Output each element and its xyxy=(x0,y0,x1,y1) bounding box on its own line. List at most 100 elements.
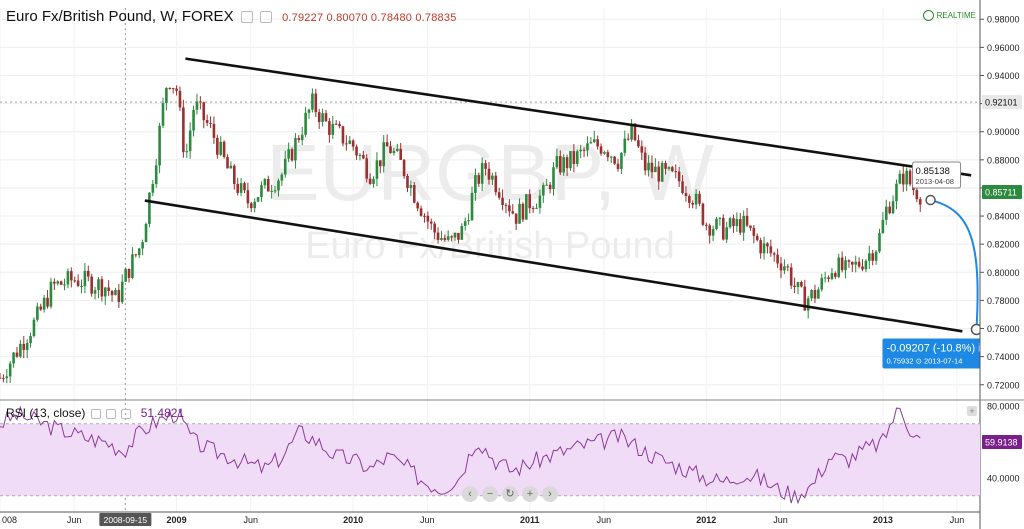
time-tick-label: 2011 xyxy=(520,515,540,525)
candle-body xyxy=(134,254,138,256)
price-tick-label: 0.96000 xyxy=(987,43,1020,53)
candle-body xyxy=(657,166,661,182)
realtime-badge: REALTIME xyxy=(922,10,976,21)
candle-body xyxy=(76,280,80,287)
candle-body xyxy=(358,155,362,157)
candle-body xyxy=(477,175,481,184)
realtime-label: REALTIME xyxy=(936,11,976,20)
candle-body xyxy=(789,267,793,286)
projection-delta: -0.09207 (-10.8%) in 98d xyxy=(886,342,1008,354)
candle-body xyxy=(470,192,474,221)
candle-body xyxy=(243,183,246,191)
candle-body xyxy=(110,290,114,296)
candle-body xyxy=(480,163,484,184)
candle-body xyxy=(830,273,834,280)
rsi-tick-label: 40.0000 xyxy=(987,473,1020,483)
candle-body xyxy=(633,123,637,141)
candle-body xyxy=(59,281,63,285)
rsi-panel: 80.0000 40.0000 59.9138 xyxy=(0,399,1024,505)
candle-body xyxy=(46,297,49,307)
rsi-label: RSI (13, close) xyxy=(6,406,86,420)
candle-body xyxy=(328,121,331,135)
candle-body xyxy=(494,175,498,193)
candle-body xyxy=(857,261,861,267)
candle-body xyxy=(253,201,256,209)
candle-body xyxy=(888,206,891,214)
reset-icon[interactable]: ↻ xyxy=(502,486,518,502)
candle-body xyxy=(379,160,382,167)
candle-body xyxy=(742,215,745,233)
candle-body xyxy=(90,276,93,294)
candle-body xyxy=(565,157,569,169)
candle-body xyxy=(12,352,15,364)
candle-body xyxy=(382,142,386,167)
crosshair-price-label: 0.92101 xyxy=(985,98,1018,108)
scroll-left-icon[interactable]: ‹ xyxy=(462,486,478,502)
scroll-right-icon[interactable]: › xyxy=(542,486,558,502)
candle-body xyxy=(497,192,501,198)
rsi-settings-icon[interactable] xyxy=(90,408,101,419)
zoom-in-icon[interactable]: + xyxy=(522,486,538,502)
candle-body xyxy=(840,257,844,271)
point-tooltip-date: 2013-04-08 xyxy=(916,177,954,186)
candle-body xyxy=(338,124,341,127)
candle-body xyxy=(233,165,236,184)
rsi-remove-icon[interactable] xyxy=(121,408,132,419)
candle-body xyxy=(192,109,195,131)
symbol-title: Euro Fx/British Pound, W, FOREX xyxy=(6,8,234,25)
candle-body xyxy=(297,138,301,140)
candle-body xyxy=(256,197,260,202)
rsi-hide-icon[interactable] xyxy=(106,408,117,419)
hide-icon[interactable] xyxy=(259,11,272,24)
candle-body xyxy=(260,185,263,198)
candle-body xyxy=(688,196,691,203)
price-tick-label: 0.72000 xyxy=(987,380,1020,390)
candle-body xyxy=(151,184,155,193)
candle-body xyxy=(93,290,97,294)
chart-nav-buttons: ‹ − ↻ + › xyxy=(462,486,558,502)
candle-body xyxy=(881,219,885,234)
candle-body xyxy=(620,152,623,169)
candle-body xyxy=(195,101,199,110)
rsi-band xyxy=(0,423,980,496)
candle-body xyxy=(389,146,392,154)
candle-body xyxy=(2,377,5,379)
zoom-out-icon[interactable]: − xyxy=(482,486,498,502)
candle-body xyxy=(409,184,413,188)
candle-body xyxy=(491,175,494,180)
candle-body xyxy=(711,229,715,236)
candle-body xyxy=(552,167,555,190)
candle-body xyxy=(426,215,430,222)
expand-pane-icon[interactable]: + xyxy=(967,406,977,416)
candle-body xyxy=(19,343,22,357)
price-tick-label: 0.90000 xyxy=(987,127,1020,137)
candle-body xyxy=(311,93,314,110)
watermark-name: Euro Fx/British Pound xyxy=(305,225,675,267)
candle-body xyxy=(5,376,9,379)
candle-body xyxy=(599,146,603,154)
candle-body xyxy=(362,155,365,159)
candle-body xyxy=(528,194,532,209)
candle-body xyxy=(542,185,545,196)
price-tick-label: 0.84000 xyxy=(987,212,1020,222)
clock-icon xyxy=(922,10,934,21)
settings-icon[interactable] xyxy=(240,11,253,24)
time-tick-label: Jun xyxy=(773,515,788,525)
candle-body xyxy=(548,184,552,190)
candle-body xyxy=(402,159,406,176)
candle-body xyxy=(637,140,640,147)
point-tooltip-box xyxy=(912,161,962,189)
candle-body xyxy=(626,138,630,140)
candle-body xyxy=(660,163,664,182)
candle-body xyxy=(514,213,518,224)
candle-body xyxy=(820,277,824,290)
candle-body xyxy=(905,170,908,185)
candle-body xyxy=(158,125,161,166)
candle-body xyxy=(450,236,453,238)
symbol-header: Euro Fx/British Pound, W, FOREX 0.79227 … xyxy=(6,8,457,25)
candle-body xyxy=(701,203,705,225)
candle-body xyxy=(70,271,73,281)
candle-body xyxy=(779,263,783,271)
candle-body xyxy=(229,165,233,169)
candle-body xyxy=(732,218,735,227)
